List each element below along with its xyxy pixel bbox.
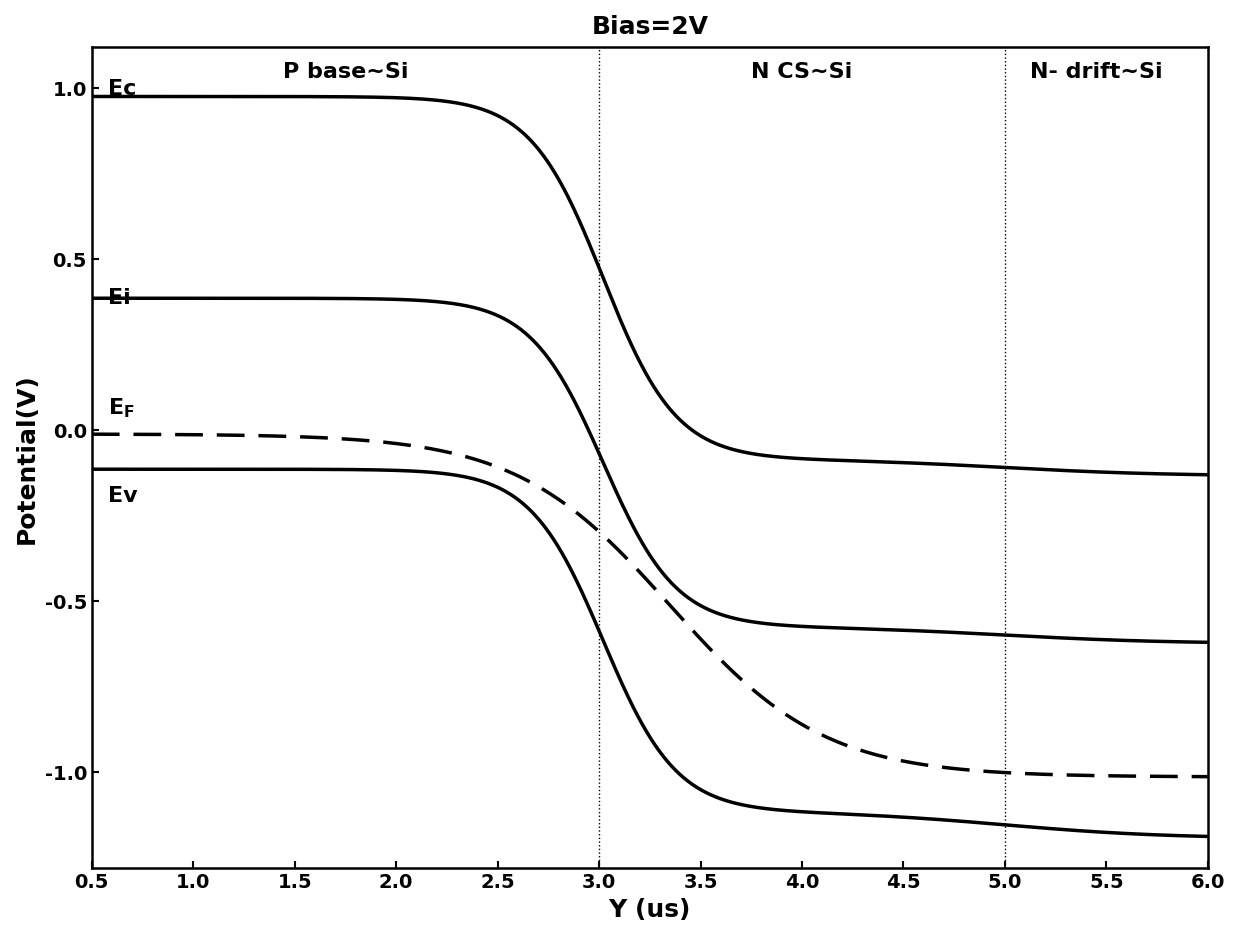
Text: Ec: Ec [108,79,136,99]
Text: Ev: Ev [108,486,138,505]
Text: N- drift~Si: N- drift~Si [1030,62,1163,82]
Title: Bias=2V: Bias=2V [591,15,708,39]
Text: P base~Si: P base~Si [283,62,408,82]
Text: $\mathbf{E_F}$: $\mathbf{E_F}$ [108,397,135,420]
X-axis label: Y (us): Y (us) [609,897,691,921]
Y-axis label: Potential(V): Potential(V) [15,373,38,543]
Text: Ei: Ei [108,287,130,307]
Text: N CS~Si: N CS~Si [751,62,853,82]
